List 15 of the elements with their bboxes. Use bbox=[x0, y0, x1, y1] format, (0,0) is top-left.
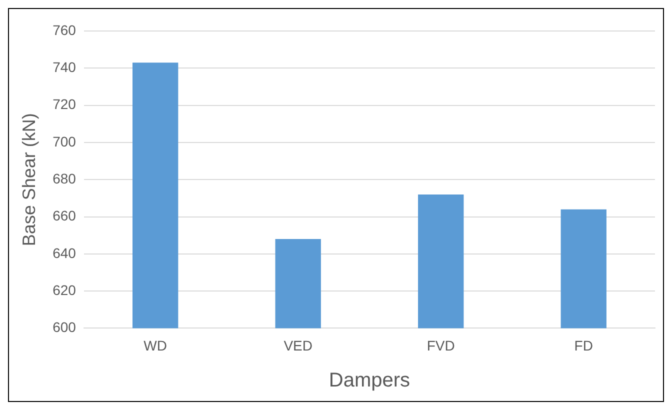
y-tick-label: 760 bbox=[52, 22, 76, 38]
x-axis-title: Dampers bbox=[328, 370, 410, 392]
y-axis-title: Base Shear (kN) bbox=[18, 113, 39, 246]
x-tick-label: FVD bbox=[426, 337, 455, 354]
y-tick-label: 600 bbox=[52, 319, 76, 336]
y-tick-label: 700 bbox=[52, 133, 76, 150]
y-tick-label: 680 bbox=[52, 170, 76, 186]
x-tick-label: WD bbox=[144, 337, 168, 354]
y-tick-label: 640 bbox=[52, 244, 76, 261]
y-tick-label: 740 bbox=[52, 59, 76, 76]
x-tick-label: VED bbox=[284, 337, 312, 354]
x-tick-label: FD bbox=[574, 337, 593, 354]
y-tick-label: 660 bbox=[52, 208, 76, 224]
y-tick-label: 720 bbox=[52, 96, 76, 112]
y-tick-label: 620 bbox=[52, 282, 76, 298]
